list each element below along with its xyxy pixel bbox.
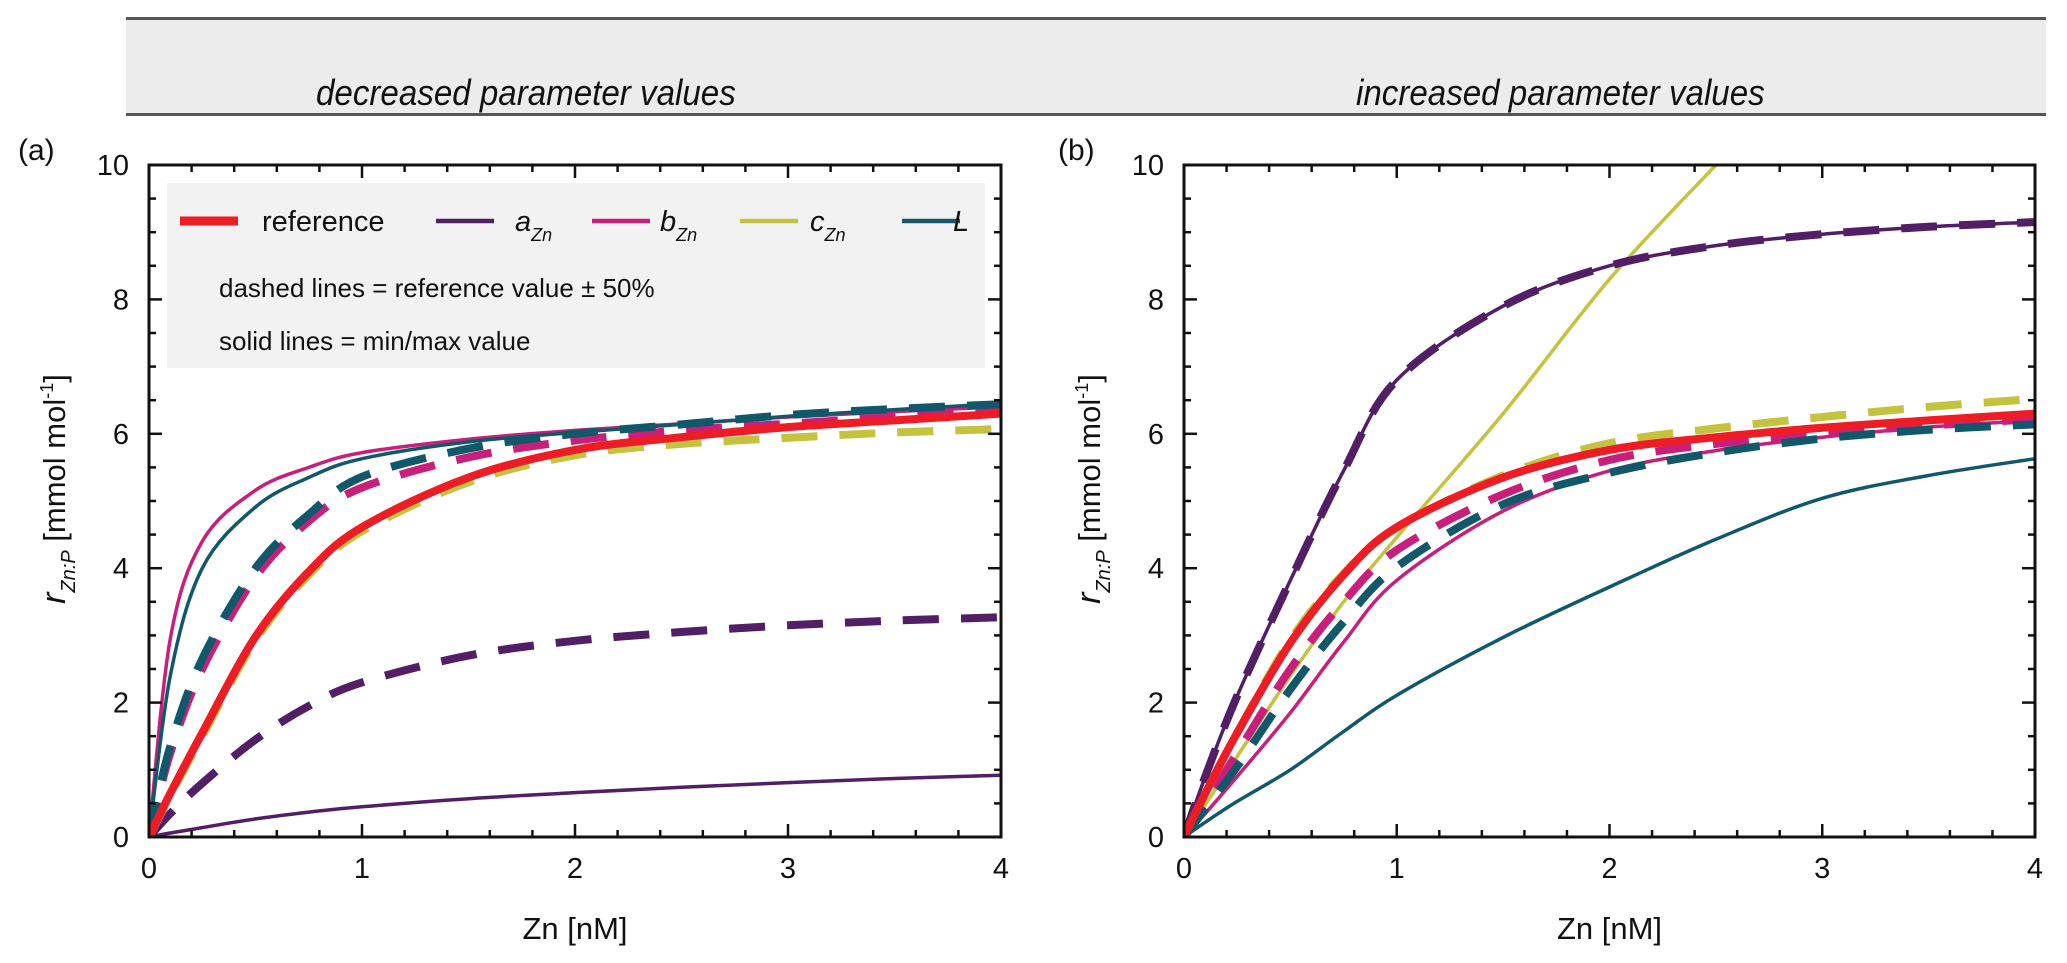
y-tick-label: 0 <box>1148 822 1164 854</box>
series-line-L-dashed <box>149 400 1001 837</box>
panel-label: (b) <box>1058 134 1095 167</box>
series-line-bZn-dashed <box>1184 415 2035 837</box>
series-line-aZn-solid <box>149 773 1001 837</box>
x-tick-label: 3 <box>780 853 796 885</box>
y-tick-label: 8 <box>1148 284 1164 316</box>
y-tick-label: 2 <box>113 688 129 720</box>
legend-label-L: L <box>953 206 969 238</box>
x-tick-label: 1 <box>354 853 370 885</box>
legend-label-aZn: aZn <box>515 206 552 245</box>
x-tick-label: 2 <box>567 853 583 885</box>
header-bar: decreased parameter values increased par… <box>126 17 2046 116</box>
series-line-cZn-dashed <box>149 425 1001 837</box>
series-line-L-dashed <box>1184 420 2035 837</box>
right-section-title: increased parameter values <box>1356 72 1765 113</box>
legend-note-dashed: dashed lines = reference value ± 50% <box>219 273 655 303</box>
y-tick-label: 0 <box>113 822 129 854</box>
series-line-aZn-dashed <box>149 613 1001 837</box>
series-line-L-solid <box>1184 456 2035 837</box>
x-tick-label: 2 <box>1601 853 1617 885</box>
series-line-reference-solid-thick <box>149 409 1001 837</box>
legend-box <box>167 183 985 368</box>
series-line-bZn-solid <box>1184 418 2035 837</box>
x-tick-label: 4 <box>2027 853 2043 885</box>
ticks <box>147 163 1003 839</box>
series-line-aZn-solid <box>1184 220 2035 837</box>
series-group <box>149 400 1001 837</box>
x-tick-label: 1 <box>1389 853 1405 885</box>
y-tick-label: 4 <box>113 553 129 585</box>
series-line-aZn-dashed <box>1184 218 2035 837</box>
y-tick-label: 10 <box>97 150 129 182</box>
y-tick-label: 6 <box>113 419 129 451</box>
legend-label-reference: reference <box>262 206 385 238</box>
left-section-title: decreased parameter values <box>316 72 736 113</box>
y-tick-label: 8 <box>113 284 129 316</box>
x-axis-title: Zn [nM] <box>1557 911 1662 946</box>
legend-note-solid: solid lines = min/max value <box>219 326 530 356</box>
series-line-reference-solid-thick <box>1184 409 2035 837</box>
y-tick-label: 10 <box>1132 150 1164 182</box>
x-tick-label: 0 <box>141 853 157 885</box>
x-tick-label: 0 <box>1176 853 1192 885</box>
legend-label-cZn: cZn <box>810 206 846 245</box>
panel-b: (b) 0 1 2 3 4 0 2 4 6 8 10 Zn [nM] rZn:P [mmol mol-1] <box>1058 134 2043 946</box>
y-tick-label: 6 <box>1148 419 1164 451</box>
legend-label-bZn: bZn <box>660 206 697 245</box>
y-axis-title: rZn:P [mmol mol-1] <box>1070 374 1115 604</box>
panel-label: (a) <box>18 134 55 167</box>
series-group <box>1184 165 2035 837</box>
x-tick-label: 4 <box>993 853 1009 885</box>
x-tick-label: 3 <box>1814 853 1830 885</box>
y-tick-label: 4 <box>1148 553 1164 585</box>
x-axis-title: Zn [nM] <box>522 911 627 946</box>
y-tick-label: 2 <box>1148 688 1164 720</box>
y-axis-title: rZn:P [mmol mol-1] <box>35 374 80 604</box>
ticks <box>1182 163 2037 839</box>
